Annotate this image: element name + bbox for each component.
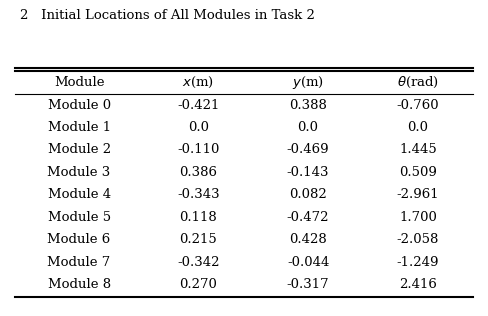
- Text: 2   Initial Locations of All Modules in Task 2: 2 Initial Locations of All Modules in Ta…: [20, 9, 314, 22]
